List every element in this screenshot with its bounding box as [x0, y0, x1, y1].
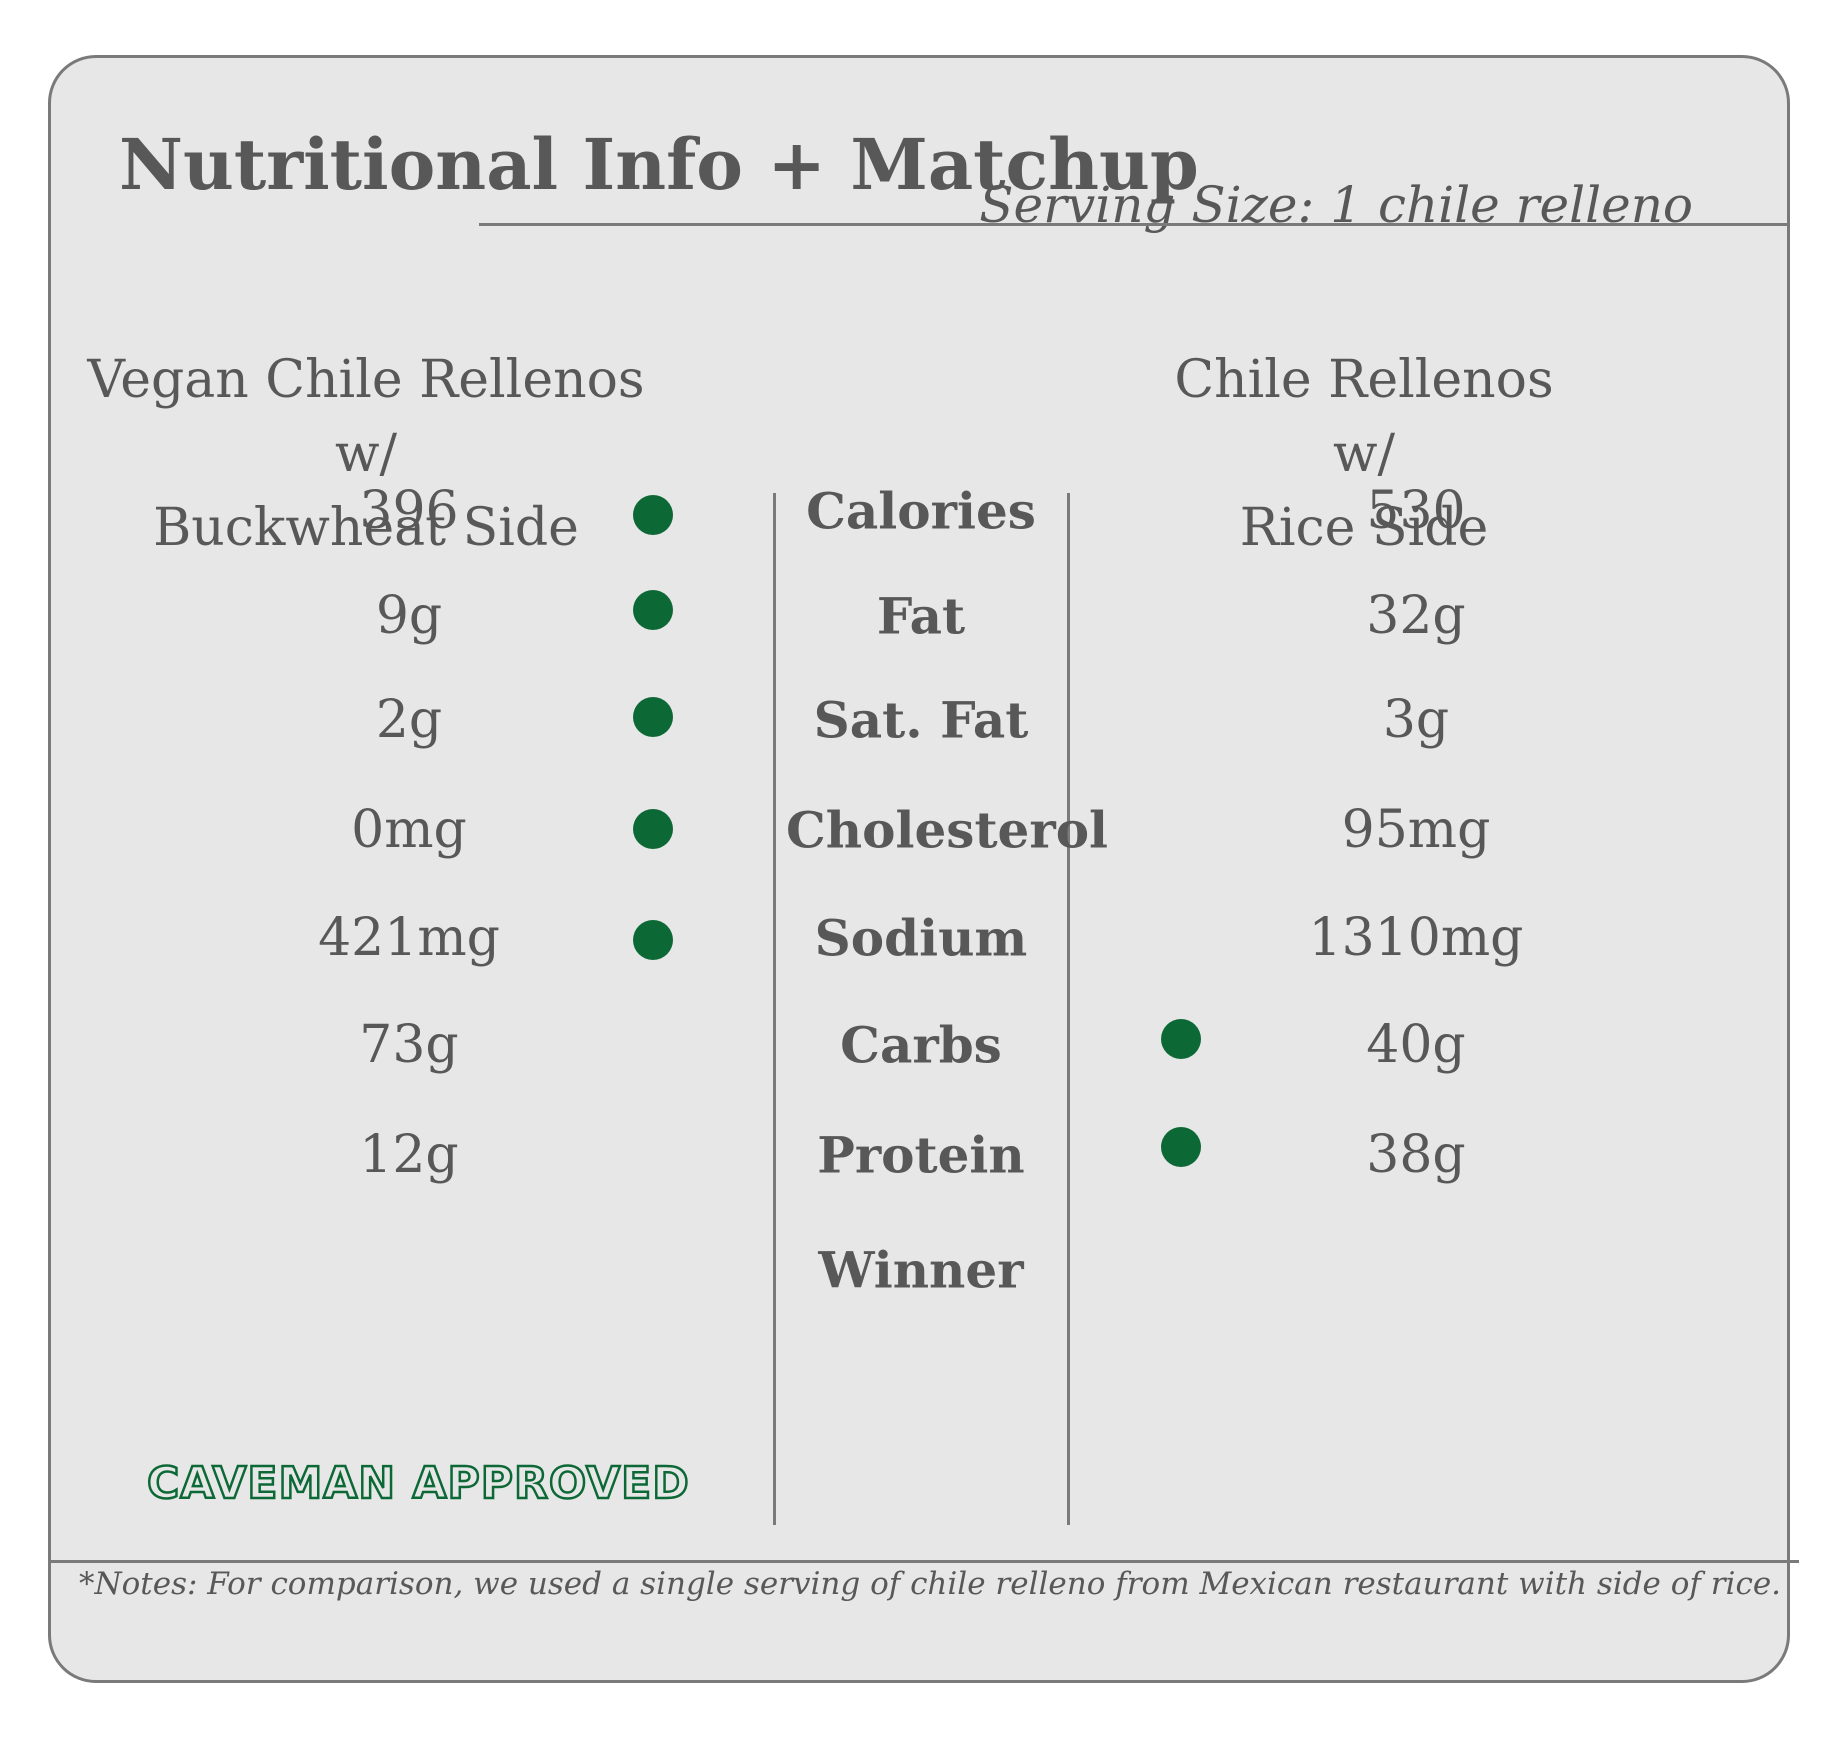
- nutrient-label: Carbs: [840, 1015, 1002, 1075]
- winner-label: Winner: [818, 1240, 1024, 1300]
- right-value: 38g: [1366, 1125, 1466, 1185]
- winner-dot-icon: [633, 495, 673, 535]
- right-value: 32g: [1366, 586, 1466, 646]
- title-divider: [479, 223, 1787, 226]
- nutrition-card: Nutritional Info + Matchup Serving Size:…: [48, 55, 1799, 1683]
- page-title: Nutritional Info + Matchup: [119, 123, 1199, 206]
- nutrient-label: Protein: [817, 1125, 1025, 1185]
- nutrient-label: Sodium: [814, 908, 1028, 968]
- column-divider-right: [1067, 493, 1070, 1525]
- left-value: 396: [359, 481, 459, 541]
- winner-dot-icon: [633, 809, 673, 849]
- left-value: 421mg: [318, 908, 500, 968]
- left-value: 0mg: [351, 800, 467, 860]
- notes-text: *Notes: For comparison, we used a single…: [79, 1566, 1782, 1602]
- left-heading-line-1: Vegan Chile Rellenos w/: [87, 350, 645, 484]
- nutrient-label: Fat: [876, 586, 966, 646]
- notes-divider: [51, 1560, 1799, 1563]
- right-heading-line-2: Rice Side: [1239, 498, 1489, 558]
- right-value: 3g: [1382, 690, 1450, 750]
- right-heading-line-1: Chile Rellenos w/: [1174, 350, 1554, 484]
- left-heading-line-2: Buckwheat Side: [153, 498, 579, 558]
- right-value: 1310mg: [1308, 908, 1524, 968]
- left-column-heading: Vegan Chile Rellenos w/ Buckwheat Side: [76, 343, 656, 565]
- nutrient-label: Calories: [806, 481, 1036, 541]
- left-value: 2g: [375, 690, 443, 750]
- column-divider-left: [773, 493, 776, 1525]
- left-value: 73g: [359, 1015, 459, 1075]
- caveman-approved-badge: CAVEMAN APPROVED: [146, 1457, 690, 1511]
- right-value: 95mg: [1341, 800, 1491, 860]
- left-value: 9g: [375, 586, 443, 646]
- winner-dot-icon: [633, 590, 673, 630]
- left-value: 12g: [359, 1125, 459, 1185]
- nutrient-label: Cholesterol: [786, 800, 1109, 860]
- right-value: 40g: [1366, 1015, 1466, 1075]
- right-column-heading: Chile Rellenos w/ Rice Side: [1144, 343, 1584, 565]
- nutrient-label: Sat. Fat: [813, 690, 1029, 750]
- right-value: 530: [1366, 481, 1466, 541]
- winner-dot-icon: [633, 920, 673, 960]
- winner-dot-icon: [1161, 1019, 1201, 1059]
- winner-dot-icon: [633, 697, 673, 737]
- winner-dot-icon: [1161, 1127, 1201, 1167]
